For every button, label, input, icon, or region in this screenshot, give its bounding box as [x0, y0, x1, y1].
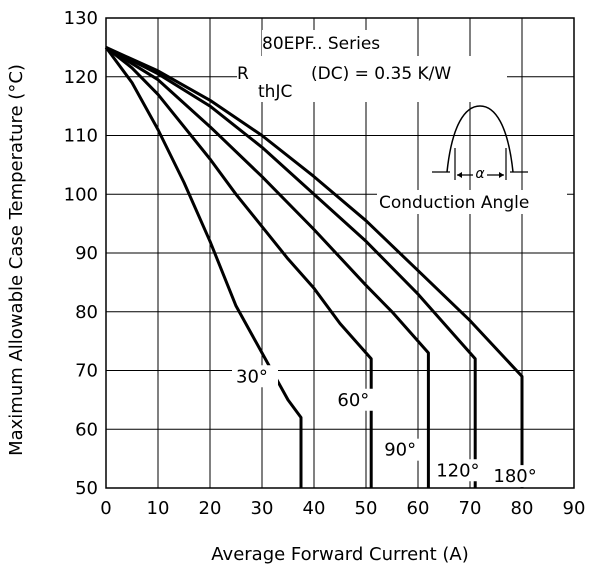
series-line-1: [104, 46, 303, 488]
x-tick-label: 10: [147, 498, 170, 519]
rth-annotation-bg: [237, 56, 507, 102]
angle-arrowhead-right: [499, 172, 504, 178]
series-label: 30°: [236, 366, 268, 387]
x-tick-label: 70: [459, 498, 482, 519]
series-line-3: [105, 46, 430, 488]
series-line-5: [105, 46, 524, 488]
tick-labels: 0 10 20 30 40 50 60 70 80 90 50 60 70 80 90 100 110 120 13…: [64, 8, 586, 519]
series-label: 60°: [337, 390, 369, 411]
series-label-bg: [432, 459, 479, 482]
x-tick-label: 60: [407, 498, 430, 519]
x-tick-label: 0: [100, 498, 111, 519]
angle-symbol: α: [475, 166, 485, 182]
series-title-bg: [262, 30, 402, 56]
series-line-4: [105, 46, 477, 488]
x-tick-label: 50: [355, 498, 378, 519]
y-tick-label: 130: [64, 8, 98, 29]
rth-subscript: thJC: [258, 82, 292, 102]
y-tick-label: 70: [75, 361, 98, 382]
y-tick-label: 120: [64, 67, 98, 88]
series-label: 90°: [384, 440, 416, 461]
x-tick-label: 90: [563, 498, 586, 519]
rth-value: (DC) = 0.35 K/W: [311, 64, 451, 84]
x-tick-label: 20: [199, 498, 222, 519]
series-label-bg: [333, 388, 380, 411]
series-label-bg: [380, 438, 427, 461]
x-tick-label: 30: [251, 498, 274, 519]
half-sine-waveform: [446, 105, 514, 173]
series-label-bg: [489, 465, 536, 488]
plot-frame: [105, 17, 575, 489]
y-tick-label: 50: [75, 478, 98, 499]
y-tick-label: 90: [75, 243, 98, 264]
x-tick-label: 80: [511, 498, 534, 519]
series-label: 180°: [493, 466, 536, 487]
series-label-bg: [232, 365, 278, 388]
x-tick-label: 40: [303, 498, 326, 519]
rth-symbol: R: [237, 64, 249, 84]
y-tick-label: 100: [64, 184, 98, 205]
y-tick-label: 80: [75, 302, 98, 323]
curves: 30° 60° 90° 120° 180°: [104, 46, 537, 488]
y-tick-label: 60: [75, 419, 98, 440]
conduction-angle-label: Conduction Angle: [379, 193, 529, 213]
conduction-angle-inset: α: [432, 105, 528, 182]
series-line-2: [105, 46, 373, 488]
series-title: 80EPF.. Series: [262, 34, 380, 54]
y-axis-title: Maximum Allowable Case Temperature (°C): [6, 64, 27, 456]
conduction-angle-label-bg: [377, 190, 567, 214]
x-axis-title: Average Forward Current (A): [211, 544, 468, 565]
y-tick-label: 110: [64, 126, 98, 147]
angle-arrowhead-left: [457, 172, 462, 178]
series-label: 120°: [436, 460, 479, 481]
angle-symbol-bg: [473, 164, 487, 182]
